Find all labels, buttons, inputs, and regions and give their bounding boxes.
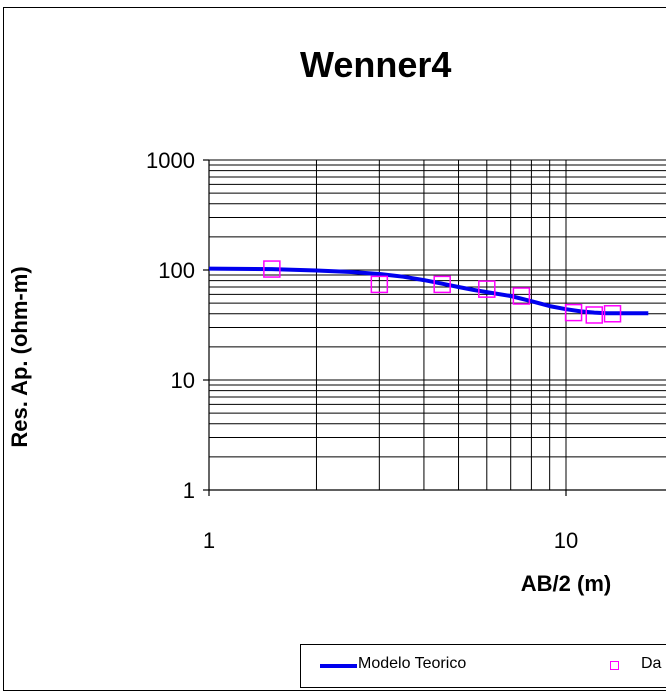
data-point-marker (585, 306, 604, 324)
data-point-marker (433, 275, 451, 294)
tick-labels: 1 10 100 1000 1 10 (146, 148, 578, 553)
x-tick-label: 1 (203, 528, 215, 553)
data-point-marker (263, 260, 281, 278)
y-tick-label: 10 (171, 368, 195, 393)
legend: Modelo Teorico Da (300, 644, 666, 688)
chart-title: Wenner4 (300, 44, 452, 85)
data-point-marker (370, 275, 389, 294)
legend-label-model: Modelo Teorico (358, 655, 467, 672)
legend-line-swatch (320, 664, 357, 668)
data-point-marker (512, 287, 531, 305)
y-tick-label: 100 (158, 258, 195, 283)
x-tick-label: 10 (554, 528, 578, 553)
series-group (208, 260, 649, 324)
grid (209, 159, 666, 490)
legend-marker-swatch (610, 661, 619, 670)
data-point-marker (564, 303, 583, 322)
axes (203, 159, 666, 496)
y-tick-label: 1000 (146, 148, 195, 173)
x-axis-label: AB/2 (m) (520, 571, 612, 596)
data-point-marker (603, 305, 622, 323)
chart-frame (3, 7, 666, 691)
data-point-marker (478, 280, 496, 298)
y-tick-label: 1 (183, 478, 195, 503)
legend-label-data: Da (641, 655, 662, 672)
